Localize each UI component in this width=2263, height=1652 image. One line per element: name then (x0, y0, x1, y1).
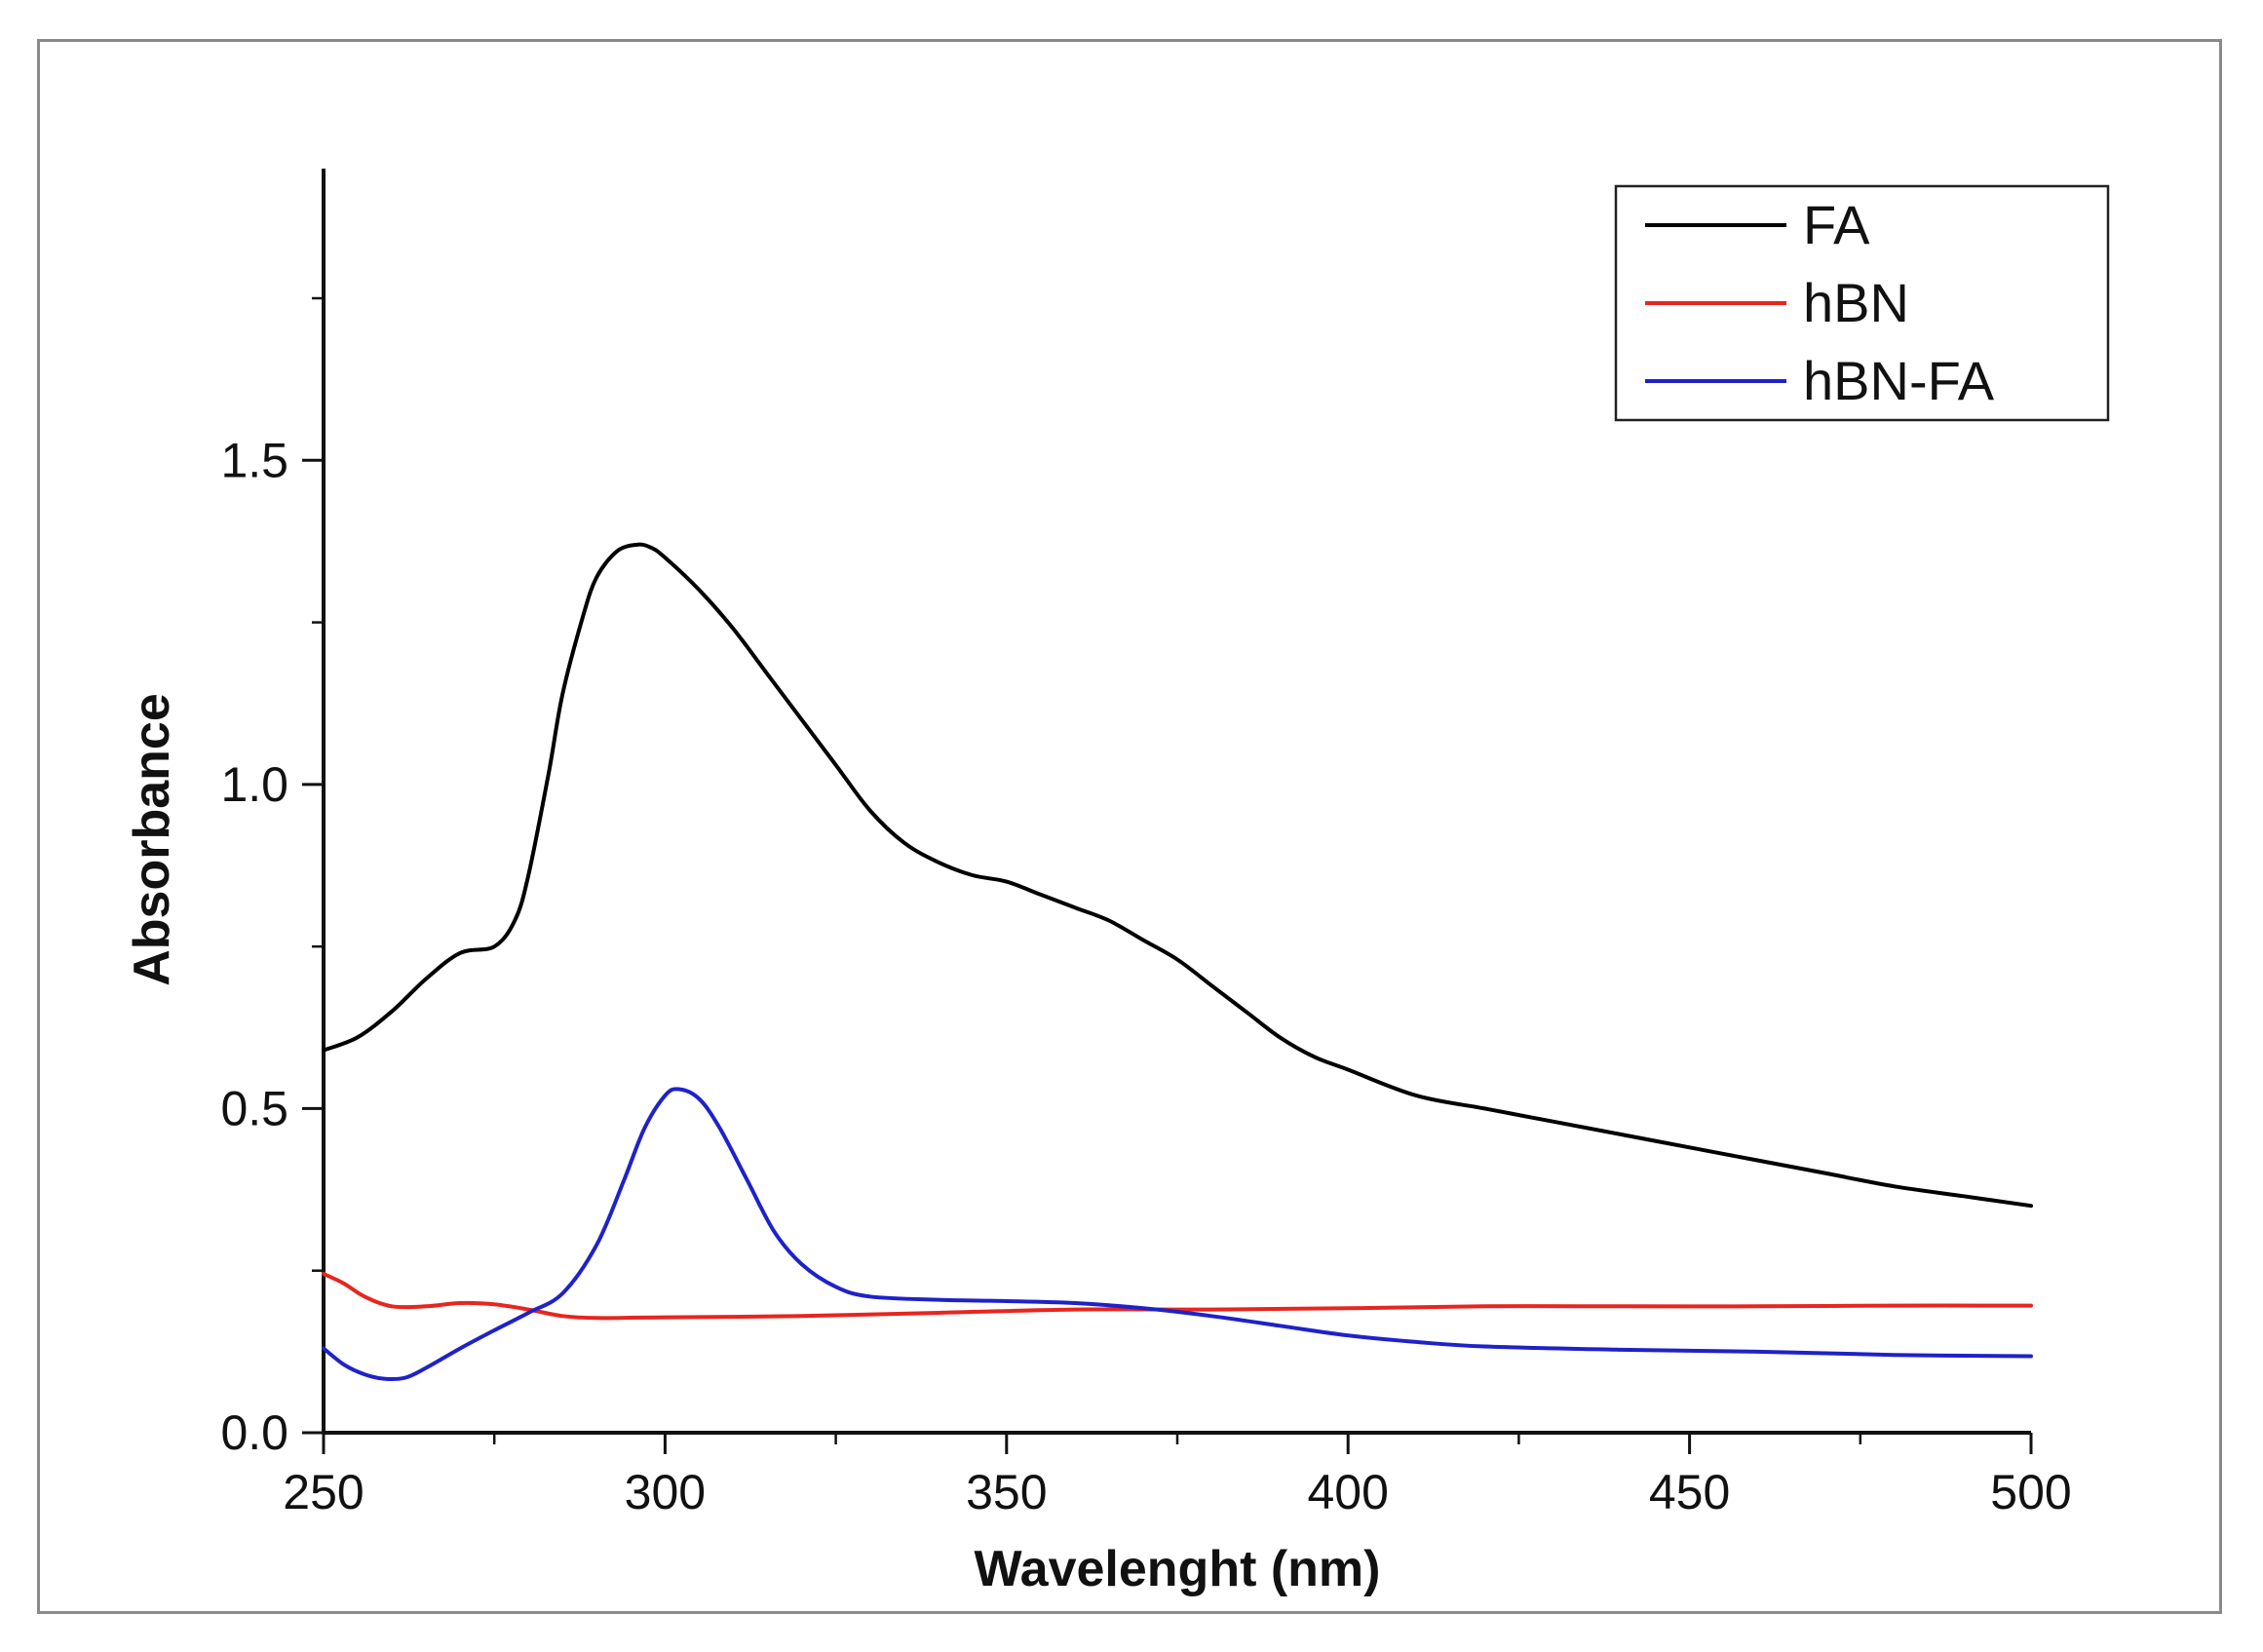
y-tick-label: 0.0 (220, 1405, 288, 1460)
x-tick-label: 400 (1307, 1465, 1388, 1519)
legend: FA hBN hBN-FA (1614, 184, 2110, 422)
series-group (322, 542, 2033, 1382)
y-axis-title: Absorbance (124, 693, 180, 986)
x-axis-title: Wavelenght (nm) (975, 1541, 1381, 1597)
figure-frame: 250 300 350 400 450 500 0.0 0.5 1.0 1.5 Absorbanc… (37, 39, 2222, 1614)
x-tick-label: 350 (966, 1465, 1047, 1519)
x-tick-label: 300 (625, 1465, 706, 1519)
ticks-group: 250 300 350 400 450 500 0.0 0.5 1.0 1.5 (220, 296, 2072, 1519)
legend-label: hBN-FA (1803, 350, 1995, 411)
y-tick-label: 1.0 (220, 757, 288, 812)
legend-label: hBN (1803, 272, 1909, 333)
series-line-hbn (322, 1272, 2033, 1321)
legend-label: FA (1803, 194, 1870, 255)
x-tick-label: 450 (1649, 1465, 1730, 1519)
series-line-hbn-fa (322, 1087, 2033, 1382)
y-tick-label: 1.5 (220, 433, 288, 487)
chart-svg: 250 300 350 400 450 500 0.0 0.5 1.0 1.5 Absorbanc… (124, 169, 2110, 1597)
plot-area: 250 300 350 400 450 500 0.0 0.5 1.0 1.5 (220, 169, 2072, 1519)
x-tick-label: 250 (283, 1465, 364, 1519)
x-tick-label: 500 (1990, 1465, 2071, 1519)
series-line-fa (322, 542, 2033, 1209)
y-tick-label: 0.5 (220, 1081, 288, 1135)
